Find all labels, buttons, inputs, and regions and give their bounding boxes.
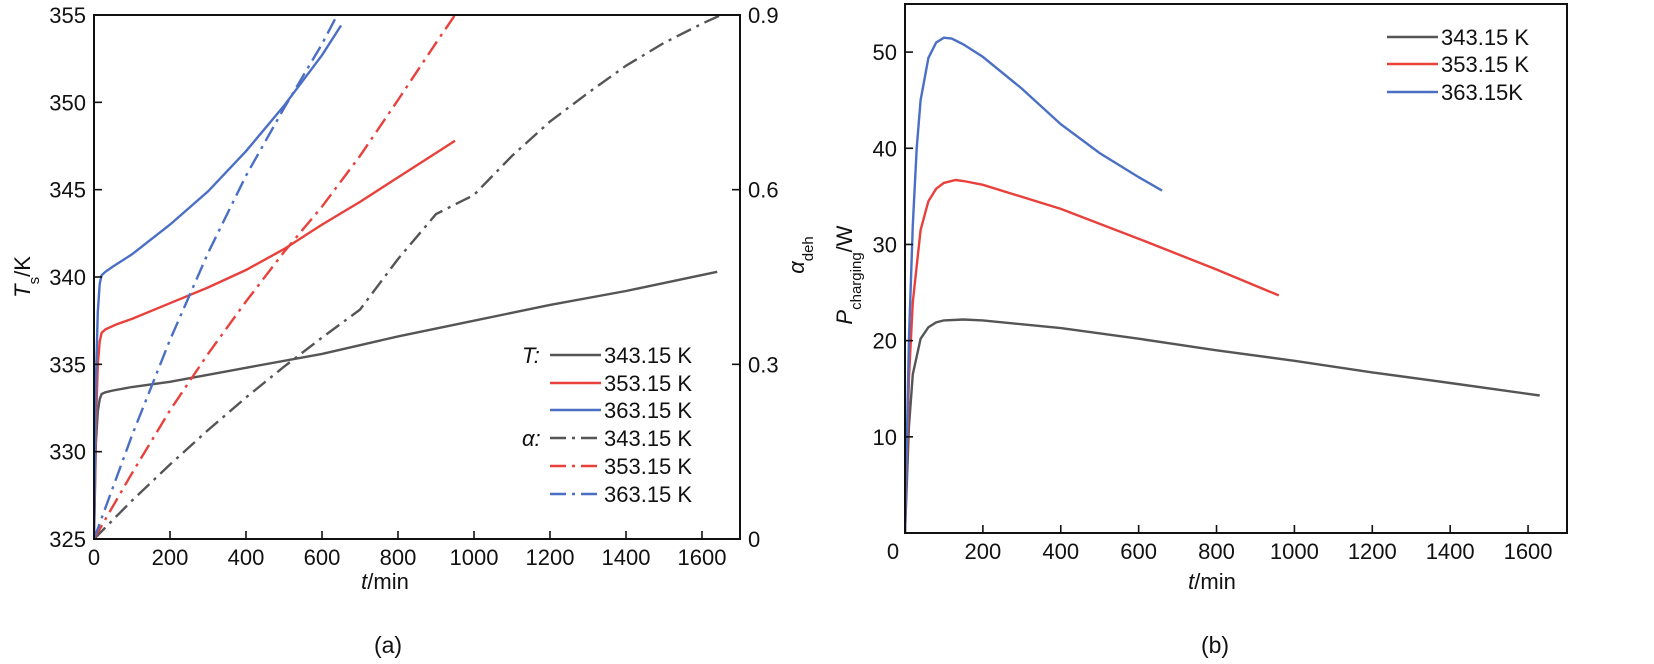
y-left-tick-label: 345 [49, 178, 86, 203]
y-right-tick-label: 0 [748, 527, 760, 552]
x-tick-label-a: 1400 [602, 545, 651, 570]
legend-entry-a: 363.15 K [604, 482, 692, 507]
y-right-tick-label: 0.3 [748, 352, 779, 377]
y-right-axis-label-main: α [784, 260, 809, 274]
x-axis-label-a-rest: /min [367, 569, 409, 594]
y-axis-label-b-sub: charging [848, 252, 865, 310]
panel-b: 200 400 600 800 1000 1200 1400 1600 0 10 20 30 40 50 t… [832, 3, 1568, 658]
legend-entry-b: 363.15K [1441, 80, 1523, 105]
series-line-T-36315 [94, 24, 343, 539]
legend-entry-b: 353.15 K [1441, 52, 1529, 77]
y-left-tick-label: 350 [49, 90, 86, 115]
legend-entry-a: 363.15 K [604, 398, 692, 423]
x-tick-label-a: 600 [304, 545, 341, 570]
y-axis-label-b-rest: /W [832, 225, 857, 252]
series-line-P-35315 [905, 178, 1280, 533]
x-axis-label-b-italic: t [1188, 569, 1195, 594]
x-tick-label-b: 1000 [1270, 539, 1319, 564]
y-right-axis-label: αdeh [784, 236, 817, 274]
series-line-P-36315 [905, 36, 1163, 533]
y-right-tick-label: 0.9 [748, 3, 779, 28]
panel-a: 0 200 400 600 800 1000 1200 1400 1600 325 330 335 34… [10, 3, 817, 658]
y-left-axis-label-italic: T [10, 283, 35, 298]
series-line-T-34315 [94, 270, 718, 539]
legend-entry-a: 353.15 K [604, 454, 692, 479]
y-axis-label-b: Pcharging/W [832, 225, 865, 324]
legend-group-label-alpha: α: [522, 426, 541, 451]
y-tick-label-b: 20 [873, 329, 897, 354]
x-tick-label-a: 800 [380, 545, 417, 570]
x-axis-label-a-italic: t [361, 569, 368, 594]
y-left-axis-label-sub: s [26, 277, 43, 285]
y-right-tick-label: 0.6 [748, 178, 779, 203]
y-left-tick-label: 335 [49, 352, 86, 377]
legend-entry-b: 343.15 K [1441, 25, 1529, 50]
origin-label-b: 0 [887, 539, 899, 564]
series-line-alpha-34315 [94, 15, 722, 539]
legend-entry-a: 343.15 K [604, 426, 692, 451]
caption-a: (a) [374, 632, 402, 658]
y-left-tick-label: 325 [49, 527, 86, 552]
x-tick-label-a: 0 [88, 545, 100, 570]
legend-entry-a: 343.15 K [604, 343, 692, 368]
x-tick-label-b: 600 [1120, 539, 1157, 564]
x-tick-label-a: 1200 [526, 545, 575, 570]
caption-b: (b) [1201, 632, 1229, 658]
y-left-tick-label: 355 [49, 3, 86, 28]
x-tick-label-a: 1600 [678, 545, 727, 570]
plot-frame-b [904, 3, 1568, 534]
y-left-tick-label: 330 [49, 440, 86, 465]
legend-group-label-T: T: [522, 343, 540, 368]
x-tick-label-a: 1000 [450, 545, 499, 570]
x-tick-label-b: 1400 [1426, 539, 1475, 564]
y-tick-label-b: 10 [873, 425, 897, 450]
series-line-alpha-36315 [94, 15, 339, 539]
y-left-axis-label: Ts/K [10, 256, 43, 298]
x-tick-label-a: 400 [228, 545, 265, 570]
y-tick-label-b: 40 [873, 136, 897, 161]
series-line-P-34315 [905, 318, 1540, 533]
x-tick-label-a: 200 [152, 545, 189, 570]
x-axis-label-b-rest: /min [1194, 569, 1236, 594]
y-left-axis-label-rest: /K [10, 256, 35, 277]
x-tick-label-b: 800 [1198, 539, 1235, 564]
legend-entry-a: 353.15 K [604, 371, 692, 396]
x-tick-label-b: 1600 [1504, 539, 1553, 564]
y-left-tick-label: 340 [49, 265, 86, 290]
y-tick-label-b: 30 [873, 232, 897, 257]
series-line-alpha-35315 [94, 15, 456, 539]
x-axis-label-b: t/min [1188, 569, 1236, 594]
y-tick-label-b: 50 [873, 40, 897, 65]
series-line-T-35315 [94, 139, 456, 539]
y-right-axis-label-sub: deh [800, 236, 817, 261]
x-tick-label-b: 1200 [1348, 539, 1397, 564]
x-axis-label-a: t/min [361, 569, 409, 594]
x-tick-label-b: 200 [965, 539, 1002, 564]
x-tick-label-b: 400 [1042, 539, 1079, 564]
y-axis-label-b-italic: P [832, 310, 857, 325]
